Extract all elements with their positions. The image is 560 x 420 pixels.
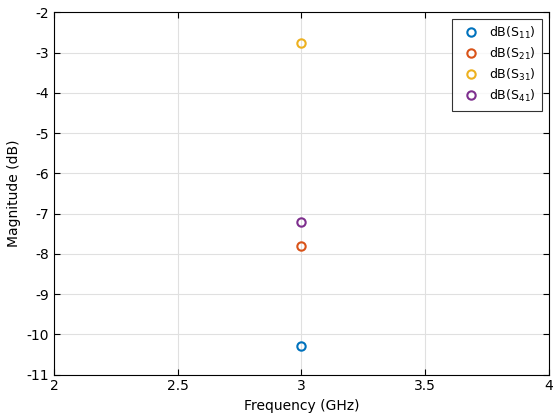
X-axis label: Frequency (GHz): Frequency (GHz) (244, 399, 359, 413)
Y-axis label: Magnitude (dB): Magnitude (dB) (7, 140, 21, 247)
Legend: dB(S$_{11}$), dB(S$_{21}$), dB(S$_{31}$), dB(S$_{41}$): dB(S$_{11}$), dB(S$_{21}$), dB(S$_{31}$)… (452, 19, 543, 110)
